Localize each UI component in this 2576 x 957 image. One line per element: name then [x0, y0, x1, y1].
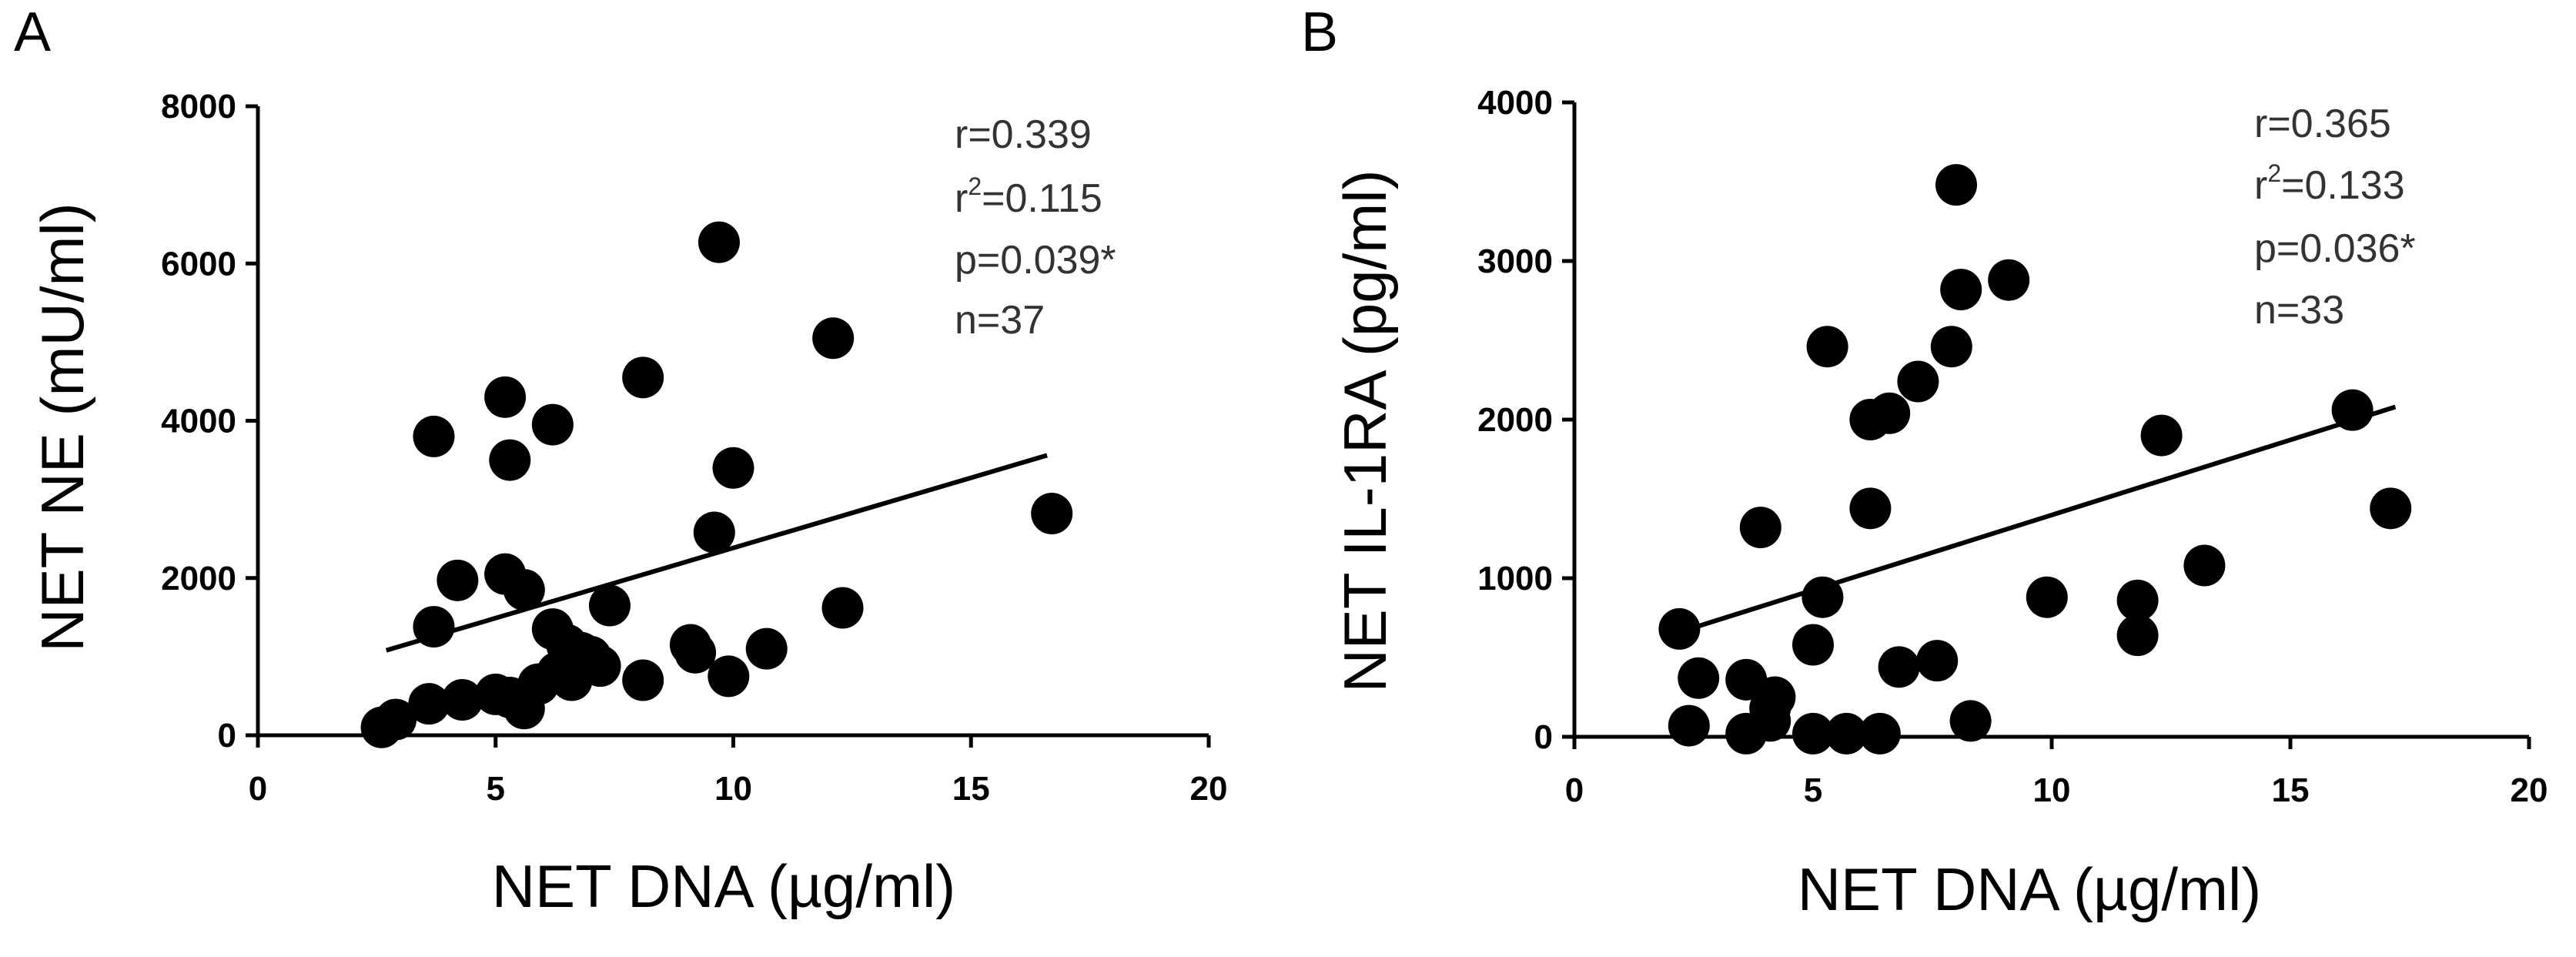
panel-b-stat-r2: r2=0.133: [2254, 159, 2405, 208]
panel-b-stat-r: r=0.365: [2254, 102, 2391, 146]
panel-a-letter: A: [14, 2, 51, 63]
panel-b-x-tick-label: 0: [1565, 771, 1584, 809]
panel-a-x-tick-label: 20: [1190, 770, 1228, 808]
panel-b-data-point: [1930, 326, 1972, 368]
panel-b-data-point: [1949, 700, 1992, 742]
panel-b-data-point: [1792, 624, 1834, 666]
panel-b-data-point: [1678, 657, 1720, 699]
panel-b-data-point: [1825, 712, 1868, 755]
panel-b-data-point: [2026, 576, 2068, 618]
panel-b-data-point: [1792, 712, 1834, 755]
panel-b-data-point: [1802, 576, 1844, 618]
panel-a-stat-p: p=0.039*: [955, 238, 1116, 283]
panel-a-data-point: [712, 447, 754, 489]
panel-b-y-tick-label: 4000: [1477, 84, 1553, 122]
panel-a-stats: r=0.339 r2=0.115 p=0.039* n=37: [955, 112, 1116, 343]
panel-a-data-point: [708, 655, 750, 698]
panel-b-data-point: [1988, 259, 2030, 301]
panel-a-x-tick-label: 5: [487, 770, 505, 808]
panel-b-data-point: [2116, 614, 2159, 657]
panel-a-stat-r: r=0.339: [955, 112, 1092, 157]
panel-b-data-point: [2331, 389, 2374, 431]
panel-b-data-point: [1868, 392, 1911, 434]
panel-a-data-point: [622, 356, 664, 399]
panel-a-y-tick-label: 0: [218, 717, 236, 755]
panel-b-data-point: [1940, 269, 1982, 311]
panel-a-data-point: [437, 559, 479, 601]
panel-b-data-point: [2370, 487, 2412, 530]
panel-b-data-point: [1739, 507, 1781, 549]
panel-b-y-tick-label: 0: [1534, 718, 1553, 756]
panel-b-stat-n: n=33: [2254, 288, 2344, 333]
panel-a-stat-n: n=37: [955, 298, 1045, 343]
panel-a-stat-r2-value: =0.115: [982, 176, 1102, 221]
panel-b-stat-p: p=0.036*: [2254, 226, 2416, 271]
panel-b-data-point: [2140, 414, 2183, 457]
panel-b-letter: B: [1301, 2, 1338, 63]
panel-b-data-point: [2116, 579, 2159, 621]
panel-a-y-tick-label: 6000: [161, 245, 236, 283]
panel-b-data-point: [1668, 704, 1710, 747]
panel-a-data-point: [408, 683, 450, 725]
panel-a-stat-r2: r2=0.115: [955, 172, 1102, 221]
panel-a-data-point: [560, 631, 602, 674]
panel-b-y-tick-label: 3000: [1477, 243, 1553, 280]
panel-b-data-point: [1916, 640, 1959, 682]
panel-b-stat-r2-value: =0.133: [2281, 163, 2405, 208]
panel-b-data-point: [1935, 164, 1977, 206]
panel-a-data-point: [413, 606, 455, 648]
panel-b: B NET IL-1RA (pg/ml) NET DNA (µg/ml) r=0…: [1301, 2, 2548, 923]
panel-b-data-point: [1658, 607, 1701, 650]
panel-b-data-point: [1897, 360, 1939, 403]
panel-b-data-point: [1858, 712, 1901, 755]
panel-a-stat-r2-prefix: r: [955, 176, 968, 221]
panel-b-stats: r=0.365 r2=0.133 p=0.036* n=33: [2254, 102, 2416, 333]
panel-a-data-point: [745, 627, 788, 670]
panel-a-data-point: [441, 679, 483, 721]
panel-a: A NET NE (mU/ml) NET DNA (µg/ml) r=0.339…: [14, 2, 1227, 920]
panel-b-x-tick-label: 20: [2511, 771, 2548, 809]
panel-b-stat-r2-prefix: r: [2254, 163, 2267, 208]
panel-a-y-tick-label: 8000: [161, 88, 236, 125]
panel-a-stat-r2-sup: 2: [968, 172, 982, 200]
panel-b-data-point: [1749, 687, 1791, 729]
panel-a-data-point: [622, 659, 664, 701]
panel-b-y-tick-label: 2000: [1477, 401, 1553, 439]
panel-b-x-tick-label: 15: [2272, 771, 2310, 809]
panel-b-x-tick-label: 5: [1804, 771, 1822, 809]
panel-a-data-point: [413, 415, 455, 457]
panel-a-data-point: [812, 317, 855, 360]
panel-a-y-tick-label: 2000: [161, 560, 236, 597]
panel-a-y-axis-title: NET NE (mU/ml): [28, 202, 96, 652]
panel-a-data-point: [698, 221, 740, 263]
panel-b-data-point: [1849, 487, 1892, 530]
panel-a-x-tick-label: 10: [714, 770, 752, 808]
panel-a-x-tick-label: 15: [952, 770, 990, 808]
panel-a-data-point: [484, 376, 527, 418]
panel-a-data-point: [821, 587, 864, 629]
panel-b-x-axis-title: NET DNA (µg/ml): [1798, 855, 2262, 923]
panel-a-data-point: [503, 569, 545, 611]
panel-a-data-point: [531, 403, 574, 446]
panel-b-data-point: [2183, 544, 2226, 587]
panel-a-x-axis-title: NET DNA (µg/ml): [492, 852, 956, 920]
panel-a-data-point: [588, 584, 631, 627]
panel-b-y-tick-label: 1000: [1477, 560, 1553, 597]
panel-b-data-point: [1878, 646, 1920, 688]
panel-a-data-point: [375, 698, 417, 741]
panel-b-y-axis-title: NET IL-1RA (pg/ml): [1331, 169, 1399, 692]
panel-a-data-point: [489, 439, 531, 481]
panel-a-data-point: [693, 511, 735, 554]
panel-a-y-tick-label: 4000: [161, 403, 236, 440]
panel-b-fit-line: [1678, 404, 2397, 634]
panel-a-data-point: [1031, 493, 1073, 535]
panel-b-stat-r2-sup: 2: [2267, 159, 2281, 187]
panel-a-data-point: [669, 624, 711, 666]
panel-a-x-tick-label: 0: [249, 770, 267, 808]
panel-b-data-point: [1806, 326, 1848, 368]
panel-b-x-tick-label: 10: [2033, 771, 2071, 809]
